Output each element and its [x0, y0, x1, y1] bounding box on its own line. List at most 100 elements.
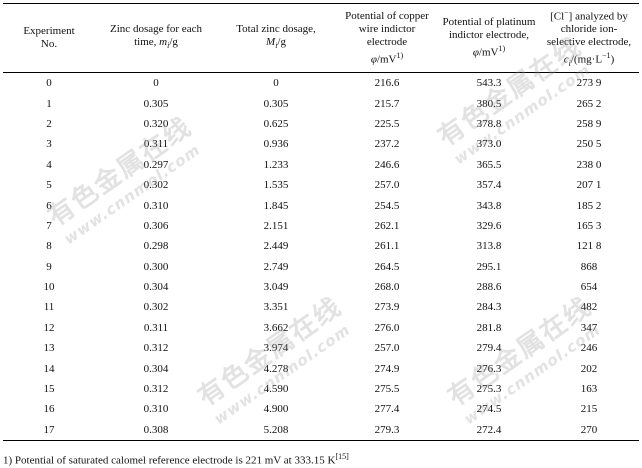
table-row: 15 0.312 4.590 275.5 275.3 163 — [3, 379, 639, 399]
cell-platinum-potential: 329.6 — [476, 219, 502, 232]
cell-chloride-conc: 202 — [580, 362, 598, 375]
table-row: 13 0.312 3.974 257.0 279.4 246 — [3, 338, 639, 358]
table-row: 10 0.304 3.049 268.0 288.6 654 — [3, 277, 639, 297]
cell-zinc-dosage: 0.304 — [143, 362, 169, 375]
cell-zinc-dosage: 0.312 — [143, 383, 169, 396]
table-header-row: Experiment No. Zinc dosage for each time… — [3, 3, 639, 73]
cell-zinc-dosage: 0.304 — [143, 281, 169, 294]
cell-zinc-dosage: 0.302 — [143, 179, 169, 192]
cell-platinum-potential: 274.5 — [476, 403, 502, 416]
cell-total-zinc: 1.845 — [263, 199, 289, 212]
cell-copper-potential: 225.5 — [374, 117, 400, 130]
cell-copper-potential: 274.9 — [374, 362, 400, 375]
cell-platinum-potential: 373.0 — [476, 138, 502, 151]
cell-experiment-no: 4 — [46, 158, 52, 171]
cell-experiment-no: 16 — [43, 403, 55, 416]
cell-chloride-conc: 215 — [580, 403, 598, 416]
cell-platinum-potential: 272.4 — [439, 419, 539, 442]
cell-total-zinc: 3.049 — [263, 281, 289, 294]
cell-total-zinc: 2.151 — [263, 219, 289, 232]
table-row: 7 0.306 2.151 262.1 329.6 165 3 — [3, 216, 639, 236]
cell-zinc-dosage: 0.311 — [143, 321, 169, 334]
footnote-reference: [15] — [335, 452, 349, 461]
cell-experiment-no: 14 — [43, 362, 55, 375]
cell-total-zinc: 2.449 — [263, 240, 289, 253]
header-zinc-dosage-each: Zinc dosage for each time, mi/g — [95, 3, 217, 73]
cell-total-zinc: 4.590 — [263, 383, 289, 396]
cell-zinc-dosage: 0 — [153, 77, 159, 90]
table-row: 2 0.320 0.625 225.5 378.8 258 9 — [3, 114, 639, 134]
cell-experiment-no: 9 — [46, 260, 52, 273]
cell-total-zinc: 0.305 — [263, 97, 289, 110]
cell-experiment-no: 5 — [46, 179, 52, 192]
cell-total-zinc: 3.662 — [263, 321, 289, 334]
cell-copper-potential: 264.5 — [374, 260, 400, 273]
table-row: 0 0 0 216.6 543.3 273 9 — [3, 73, 639, 94]
cell-copper-potential: 257.0 — [374, 179, 400, 192]
table-row: 3 0.311 0.936 237.2 373.0 250 5 — [3, 134, 639, 154]
header-total-zinc-dosage: Total zinc dosage, Mi/g — [217, 3, 335, 73]
cell-zinc-dosage: 0.297 — [143, 158, 169, 171]
cell-chloride-conc: 165 3 — [576, 219, 602, 232]
cell-total-zinc: 0.936 — [263, 138, 289, 151]
cell-copper-potential: 279.3 — [335, 419, 439, 442]
cell-zinc-dosage: 0.320 — [143, 117, 169, 130]
cell-copper-potential: 237.2 — [374, 138, 400, 151]
header-copper-potential: Potential of copper wire indictor electr… — [335, 3, 439, 73]
cell-platinum-potential: 275.3 — [476, 383, 502, 396]
footnote: 1) Potential of saturated calomel refere… — [3, 450, 349, 468]
table-row: 9 0.300 2.749 264.5 295.1 868 — [3, 257, 639, 277]
cell-zinc-dosage: 0.312 — [143, 342, 169, 355]
cell-zinc-dosage: 0.308 — [95, 419, 217, 442]
table-row: 11 0.302 3.351 273.9 284.3 482 — [3, 297, 639, 317]
cell-chloride-conc: 185 2 — [576, 199, 602, 212]
cell-platinum-potential: 284.3 — [476, 301, 502, 314]
cell-platinum-potential: 313.8 — [476, 240, 502, 253]
cell-copper-potential: 262.1 — [374, 219, 400, 232]
table-body: 0 0 0 216.6 543.3 273 9 1 0.305 0.305 215.7 380.5 2… — [3, 73, 639, 442]
cell-copper-potential: 276.0 — [374, 321, 400, 334]
cell-zinc-dosage: 0.311 — [143, 138, 169, 151]
cell-copper-potential: 215.7 — [374, 97, 400, 110]
cell-experiment-no: 2 — [46, 117, 52, 130]
cell-total-zinc: 1.233 — [263, 158, 289, 171]
cell-experiment-no: 3 — [46, 138, 52, 151]
cell-chloride-conc: 121 8 — [576, 240, 602, 253]
cell-zinc-dosage: 0.310 — [143, 199, 169, 212]
cell-copper-potential: 275.5 — [374, 383, 400, 396]
cell-chloride-conc: 868 — [580, 260, 598, 273]
cell-copper-potential: 254.5 — [374, 199, 400, 212]
cell-total-zinc: 4.278 — [263, 362, 289, 375]
cell-copper-potential: 268.0 — [374, 281, 400, 294]
table-row: 1 0.305 0.305 215.7 380.5 265 2 — [3, 93, 639, 113]
cell-total-zinc: 2.749 — [263, 260, 289, 273]
cell-experiment-no: 17 — [3, 419, 95, 442]
cell-experiment-no: 8 — [46, 240, 52, 253]
table-row: 8 0.298 2.449 261.1 313.8 121 8 — [3, 236, 639, 256]
cell-zinc-dosage: 0.305 — [143, 97, 169, 110]
cell-platinum-potential: 279.4 — [476, 342, 502, 355]
table-row: 4 0.297 1.233 246.6 365.5 238 0 — [3, 155, 639, 175]
cell-zinc-dosage: 0.306 — [143, 219, 169, 232]
cell-chloride-conc: 482 — [580, 301, 598, 314]
cell-zinc-dosage: 0.300 — [143, 260, 169, 273]
cell-total-zinc: 3.351 — [263, 301, 289, 314]
cell-experiment-no: 1 — [46, 97, 52, 110]
cell-chloride-conc: 163 — [580, 383, 598, 396]
cell-zinc-dosage: 0.302 — [143, 301, 169, 314]
cell-experiment-no: 11 — [43, 301, 55, 314]
cell-platinum-potential: 276.3 — [476, 362, 502, 375]
cell-platinum-potential: 281.8 — [476, 321, 502, 334]
cell-total-zinc: 3.974 — [263, 342, 289, 355]
cell-total-zinc: 0.625 — [263, 117, 289, 130]
cell-experiment-no: 13 — [43, 342, 55, 355]
cell-chloride-conc: 258 9 — [576, 117, 602, 130]
cell-platinum-potential: 295.1 — [476, 260, 502, 273]
table-row: 17 0.308 5.208 279.3 272.4 270 — [3, 419, 639, 442]
table-row: 6 0.310 1.845 254.5 343.8 185 2 — [3, 195, 639, 215]
cell-total-zinc: 5.208 — [217, 419, 335, 442]
table-row: 14 0.304 4.278 274.9 276.3 202 — [3, 358, 639, 378]
table-row: 5 0.302 1.535 257.0 357.4 207 1 — [3, 175, 639, 195]
cell-chloride-conc: 250 5 — [576, 138, 602, 151]
cell-experiment-no: 15 — [43, 383, 55, 396]
